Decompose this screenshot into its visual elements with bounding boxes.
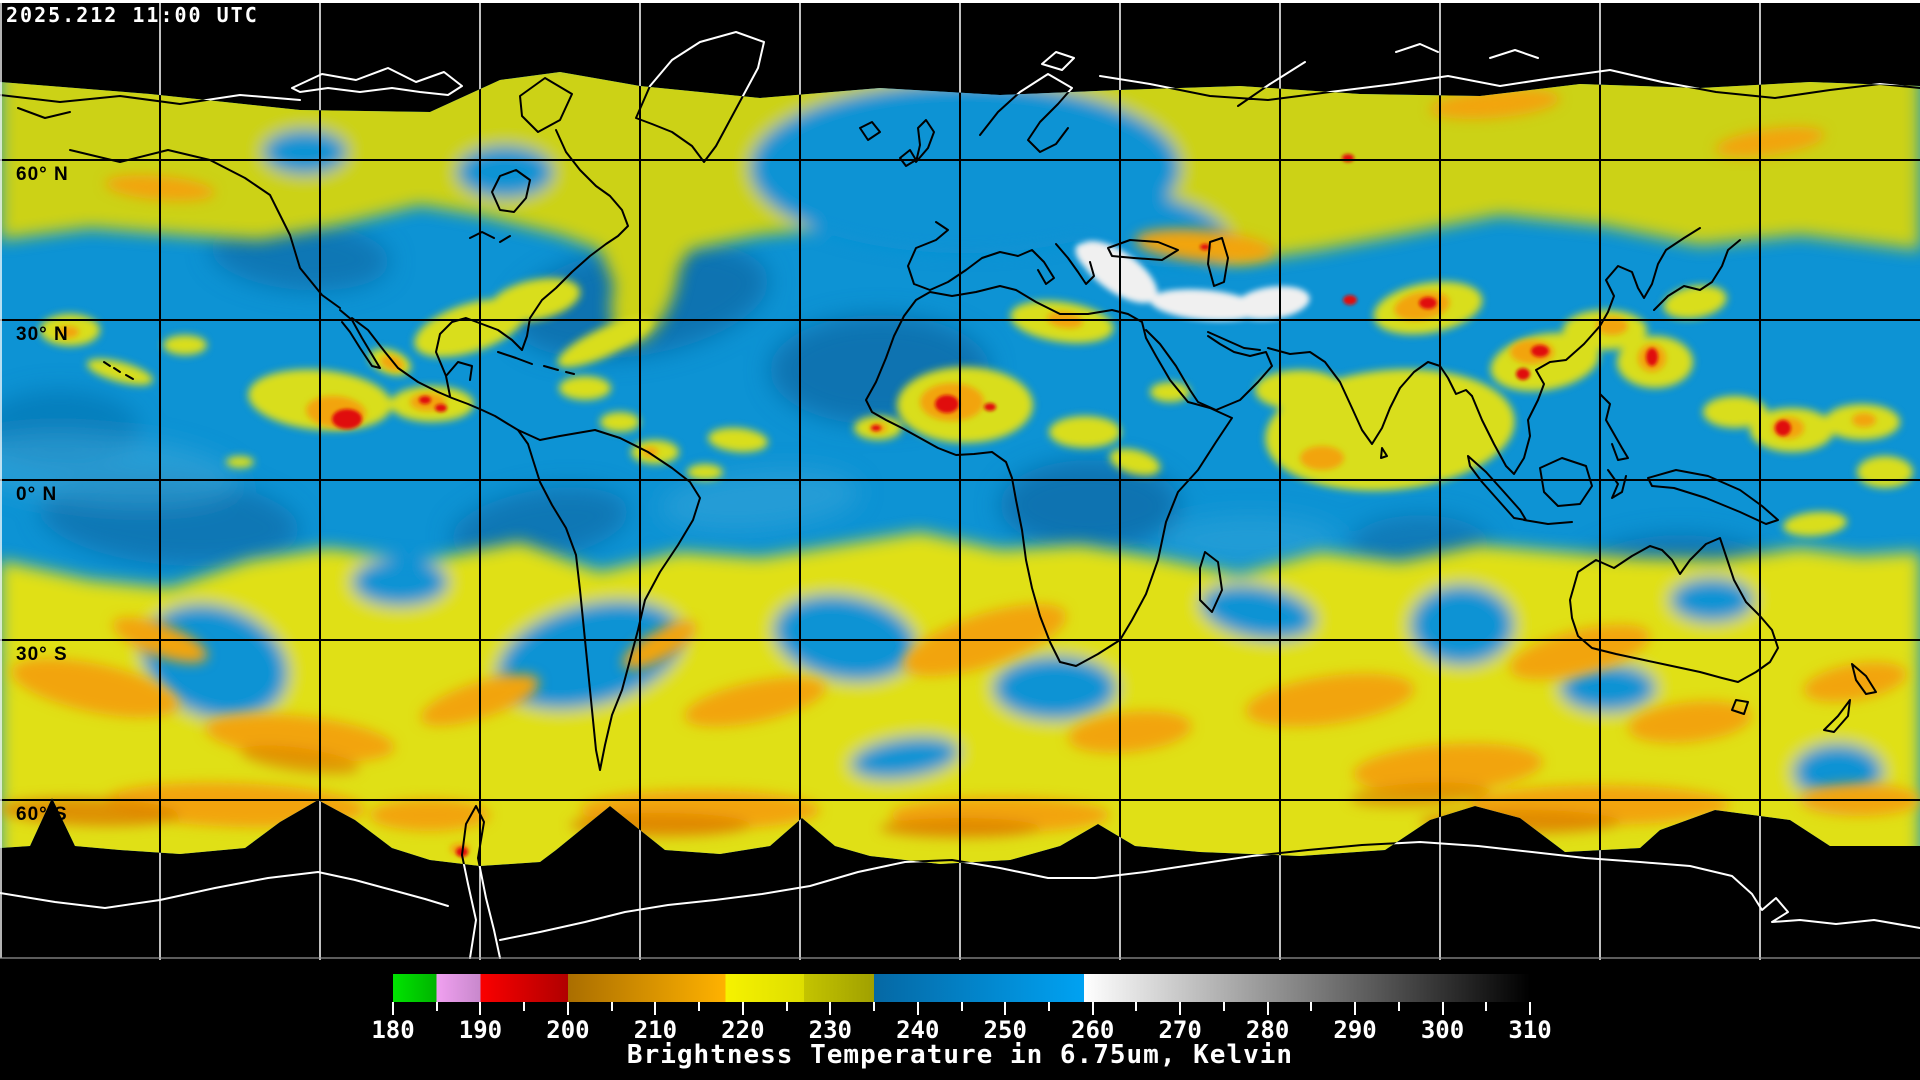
map-bottom-border <box>0 957 1920 959</box>
colorbar-tick <box>654 1002 657 1015</box>
latitude-label-0n: 0° N <box>16 484 58 505</box>
colorbar-gradient-strip <box>393 974 1530 1002</box>
colorbar-title: Brightness Temperature in 6.75um, Kelvin <box>626 1040 1294 1070</box>
colorbar-tick-label: 280 <box>1245 1016 1290 1044</box>
colorbar-tick-label: 220 <box>721 1016 765 1044</box>
colorbar-tick <box>1266 1002 1269 1015</box>
colorbar-tick <box>1004 1002 1007 1015</box>
colorbar-tick-label: 230 <box>808 1016 852 1044</box>
tropical-convection-blobs <box>40 278 1913 537</box>
grid-lines-over-data <box>0 72 1920 866</box>
colorbar-tick-label: 300 <box>1420 1016 1465 1044</box>
colorbar-tick <box>1529 1002 1531 1015</box>
colorbar-tick <box>392 1002 394 1015</box>
colorbar-tick <box>566 1002 569 1015</box>
satellite-data-layer <box>0 72 1920 866</box>
colorbar-tick-label: 190 <box>458 1016 503 1044</box>
colorbar-tick <box>698 1002 701 1011</box>
colorbar-tick <box>1485 1002 1488 1011</box>
colorbar-tick <box>829 1002 832 1015</box>
colorbar-tick <box>1091 1002 1094 1015</box>
colorbar-tick <box>1354 1002 1357 1015</box>
colorbar-tick <box>873 1002 876 1011</box>
colorbar-tick-label: 310 <box>1508 1016 1552 1044</box>
colorbar-tick <box>610 1002 613 1011</box>
dry-and-moist-gradients <box>0 219 1790 635</box>
latitude-label-60n: 60° N <box>16 164 69 185</box>
colorbar-tick <box>1135 1002 1138 1011</box>
colorbar-tick <box>1222 1002 1225 1011</box>
latitude-label-60s: 60° S <box>16 804 68 825</box>
latitude-label-30s: 30° S <box>16 644 68 665</box>
colorbar: 180 190 200 210 220 230 240 250 260 270 280 290 300 3… <box>0 960 1920 1080</box>
colorbar-tick <box>523 1002 526 1011</box>
colorbar-tick <box>916 1002 919 1015</box>
colorbar-tick-label: 260 <box>1071 1016 1115 1044</box>
colorbar-tick <box>1441 1002 1444 1015</box>
world-map <box>0 0 1920 960</box>
colorbar-tick-label: 270 <box>1158 1016 1202 1044</box>
colorbar-tick <box>435 1002 438 1011</box>
colorbar-tick-label: 250 <box>983 1016 1027 1044</box>
latitude-label-30n: 30° N <box>16 324 69 345</box>
colorbar-tick <box>1179 1002 1182 1015</box>
colorbar-tick-label: 290 <box>1333 1016 1377 1044</box>
coldest-cloud-tops-red <box>332 154 1791 857</box>
colorbar-tick-label: 200 <box>546 1016 590 1044</box>
very-warm-white-swath <box>1075 240 1310 321</box>
colorbar-tick-label: 180 <box>371 1016 415 1044</box>
map-left-border <box>0 0 2 958</box>
colorbar-tick <box>960 1002 963 1011</box>
colorbar-tick <box>1047 1002 1050 1011</box>
map-top-border <box>0 0 1920 3</box>
colorbar-tick <box>741 1002 744 1015</box>
timestamp: 2025.212 11:00 UTC <box>6 3 259 27</box>
colorbar-tick <box>785 1002 788 1011</box>
colorbar-tick-label: 240 <box>896 1016 940 1044</box>
colorbar-tick <box>1310 1002 1313 1011</box>
colorbar-tick <box>479 1002 482 1015</box>
colorbar-tick-label: 210 <box>633 1016 678 1044</box>
colorbar-tick <box>1397 1002 1400 1011</box>
